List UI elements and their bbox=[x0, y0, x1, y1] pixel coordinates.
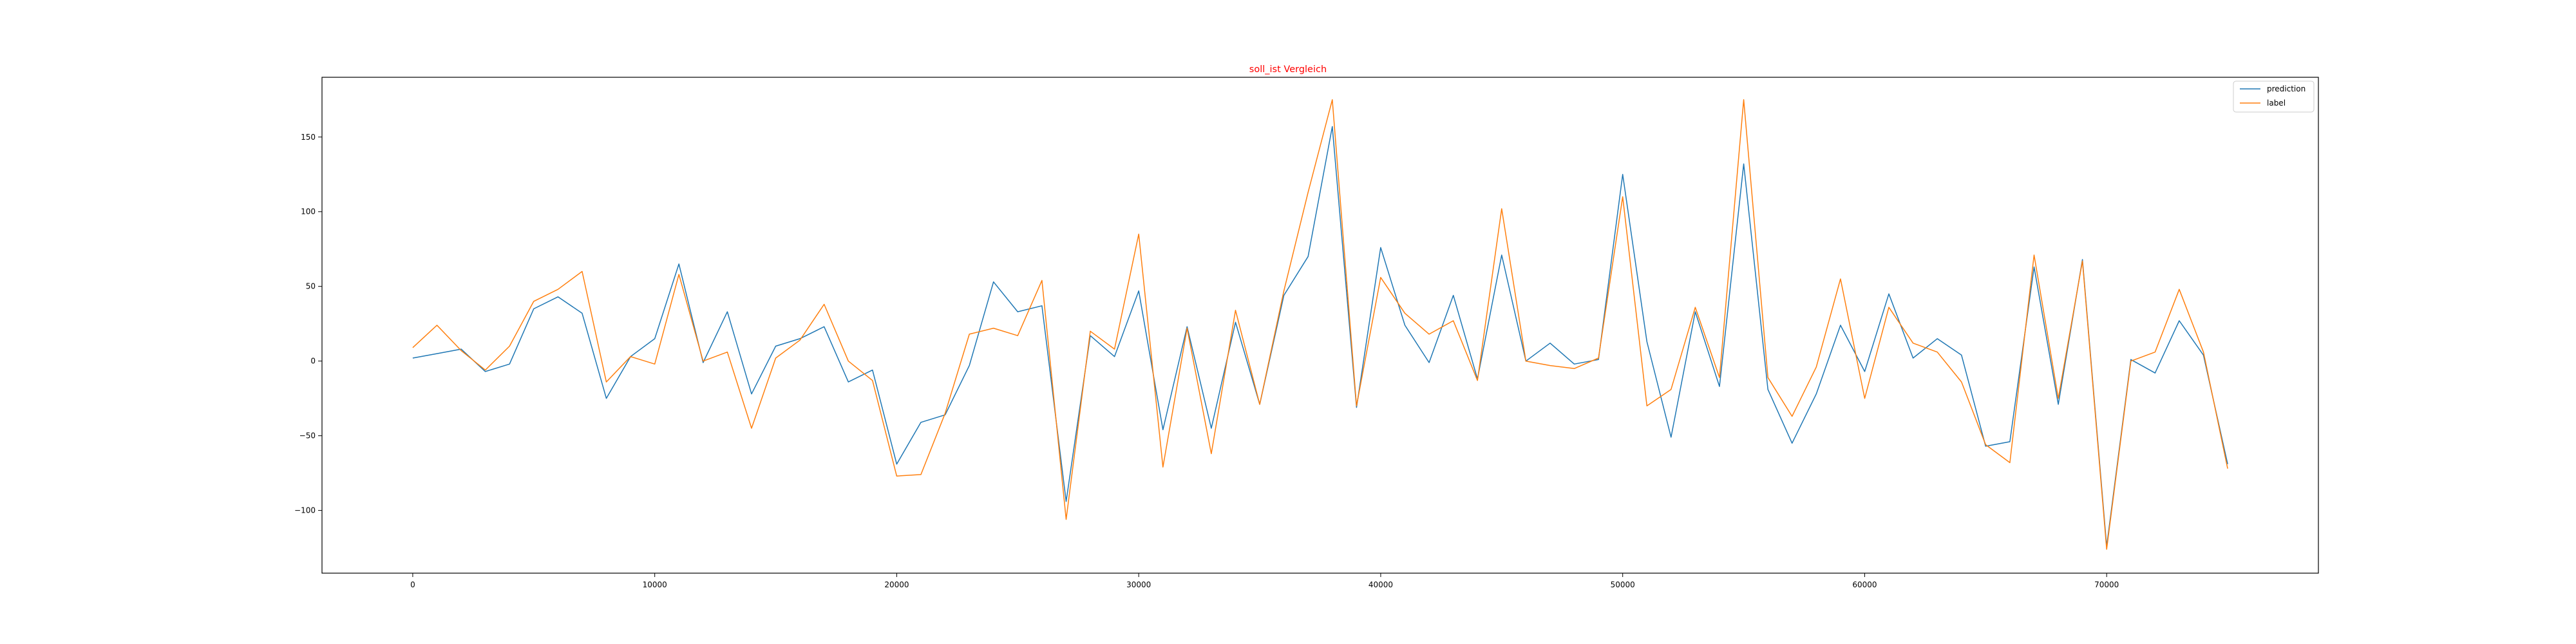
legend-label-prediction: prediction bbox=[2267, 84, 2306, 93]
chart-title: soll_ist Vergleich bbox=[1249, 64, 1327, 75]
x-tick-label: 20000 bbox=[884, 580, 909, 589]
y-tick-label: 0 bbox=[310, 357, 316, 366]
plot-series bbox=[412, 99, 2228, 550]
x-tick-label: 50000 bbox=[1611, 580, 1635, 589]
x-tick-label: 70000 bbox=[2094, 580, 2119, 589]
plot-frame bbox=[321, 77, 2319, 574]
y-tick-label: 50 bbox=[306, 282, 316, 291]
y-tick-label: −100 bbox=[294, 506, 316, 515]
y-axis: −100 −50 0 50 100 150 bbox=[294, 133, 322, 515]
x-tick-label: 0 bbox=[410, 580, 415, 589]
y-tick-label: −50 bbox=[299, 431, 316, 440]
series-line-label bbox=[412, 99, 2228, 550]
x-tick-label: 10000 bbox=[643, 580, 667, 589]
legend-label-label: label bbox=[2267, 99, 2286, 108]
y-tick-label: 150 bbox=[301, 133, 316, 142]
y-tick-label: 100 bbox=[301, 207, 316, 216]
x-tick-label: 30000 bbox=[1126, 580, 1151, 589]
x-tick-label: 60000 bbox=[1852, 580, 1877, 589]
x-tick-label: 40000 bbox=[1368, 580, 1393, 589]
series-line-prediction bbox=[412, 126, 2228, 547]
x-axis: 0 10000 20000 30000 40000 50000 60000 70000 bbox=[410, 573, 2119, 589]
legend: prediction label bbox=[2233, 80, 2315, 113]
